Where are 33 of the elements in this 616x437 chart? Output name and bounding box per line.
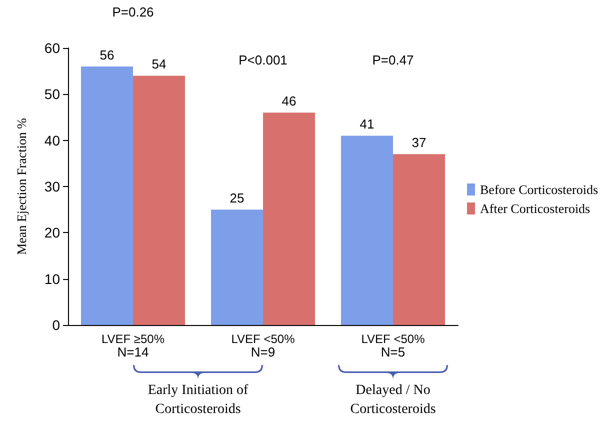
- x-tick-label: LVEF <50%: [231, 332, 296, 346]
- text: N=14: [117, 344, 149, 360]
- annotation: P=0.47: [372, 52, 414, 68]
- y-tick-label: 20: [44, 224, 60, 241]
- x-tick-label: LVEF ≥50%: [101, 332, 165, 346]
- y-tick-label: 50: [44, 86, 60, 102]
- data-label: 56: [100, 47, 114, 62]
- bar: [393, 154, 445, 325]
- y-tick-label: 10: [44, 270, 60, 287]
- x-tick-label: LVEF <50%: [361, 332, 426, 346]
- bar: [133, 76, 185, 325]
- legend-label: Before Corticosteroids: [480, 182, 598, 197]
- bar: [211, 210, 263, 325]
- bar: [81, 66, 133, 325]
- data-label: 41: [360, 116, 374, 132]
- text: N=5: [380, 344, 406, 360]
- y-tick-label: 60: [44, 40, 60, 56]
- y-tick-label: 0: [52, 317, 60, 333]
- data-label: 46: [282, 94, 296, 109]
- y-tick-label: 30: [44, 178, 60, 194]
- text: P=0.26: [112, 4, 154, 20]
- text: N=9: [250, 344, 276, 360]
- data-label: 54: [152, 56, 166, 72]
- bar: [263, 112, 315, 325]
- text: Early Initiation of Corticosteroids: [148, 383, 248, 417]
- text: Delayed / No Corticosteroids: [350, 383, 436, 417]
- y-tick-label: 40: [44, 132, 60, 148]
- y-axis-title: Mean Ejection Fraction %: [14, 118, 29, 255]
- annotation: P<0.001: [238, 52, 288, 68]
- data-label: 25: [230, 190, 244, 206]
- data-label: 37: [412, 135, 426, 150]
- legend-label: After Corticosteroids: [480, 201, 590, 216]
- bar: [341, 136, 393, 325]
